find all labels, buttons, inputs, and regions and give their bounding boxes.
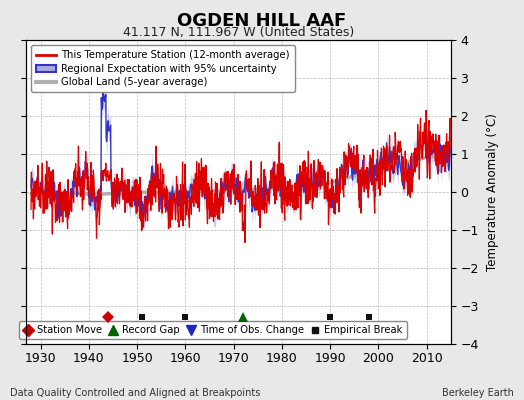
Y-axis label: Temperature Anomaly (°C): Temperature Anomaly (°C) (486, 113, 499, 271)
Title: 41.117 N, 111.967 W (United States): 41.117 N, 111.967 W (United States) (123, 26, 354, 39)
Text: Data Quality Controlled and Aligned at Breakpoints: Data Quality Controlled and Aligned at B… (10, 388, 261, 398)
Text: Berkeley Earth: Berkeley Earth (442, 388, 514, 398)
Text: OGDEN HILL AAF: OGDEN HILL AAF (178, 12, 346, 30)
Legend: Station Move, Record Gap, Time of Obs. Change, Empirical Break: Station Move, Record Gap, Time of Obs. C… (19, 321, 407, 339)
